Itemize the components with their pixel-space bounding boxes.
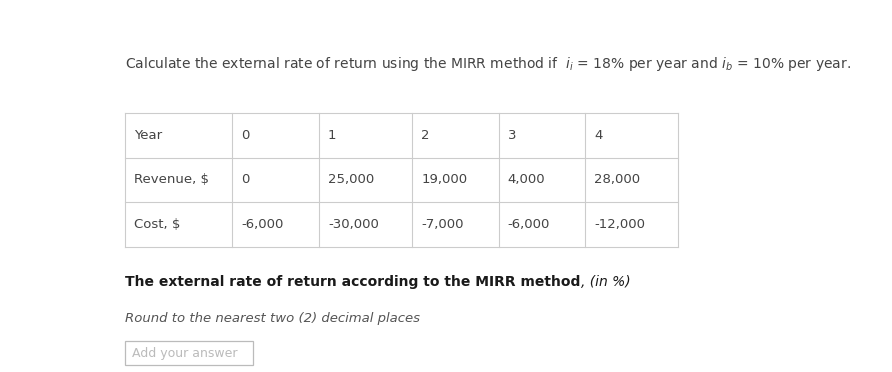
Text: Add your answer: Add your answer xyxy=(132,347,238,360)
Text: 19,000: 19,000 xyxy=(421,173,467,186)
Text: , (in %): , (in %) xyxy=(581,275,631,289)
Text: 25,000: 25,000 xyxy=(328,173,374,186)
Text: 0: 0 xyxy=(242,173,250,186)
Text: The external rate of return according to the MIRR method: The external rate of return according to… xyxy=(125,275,581,289)
Text: 0: 0 xyxy=(242,129,250,142)
Text: -6,000: -6,000 xyxy=(242,218,284,231)
Text: 4,000: 4,000 xyxy=(508,173,545,186)
Text: Revenue, $: Revenue, $ xyxy=(135,173,210,186)
Text: -30,000: -30,000 xyxy=(328,218,379,231)
Text: -6,000: -6,000 xyxy=(508,218,550,231)
Text: Calculate the external rate of return using the MIRR method if  $\it{i}_{\it{i}}: Calculate the external rate of return us… xyxy=(125,55,851,73)
Text: 1: 1 xyxy=(328,129,336,142)
FancyBboxPatch shape xyxy=(125,341,253,365)
Text: -12,000: -12,000 xyxy=(594,218,645,231)
Text: Cost, $: Cost, $ xyxy=(135,218,181,231)
Text: 4: 4 xyxy=(594,129,602,142)
Text: 3: 3 xyxy=(508,129,516,142)
Text: Round to the nearest two (2) decimal places: Round to the nearest two (2) decimal pla… xyxy=(125,312,420,326)
Text: Year: Year xyxy=(135,129,162,142)
Text: -7,000: -7,000 xyxy=(421,218,464,231)
Text: 2: 2 xyxy=(421,129,430,142)
Text: 28,000: 28,000 xyxy=(594,173,640,186)
